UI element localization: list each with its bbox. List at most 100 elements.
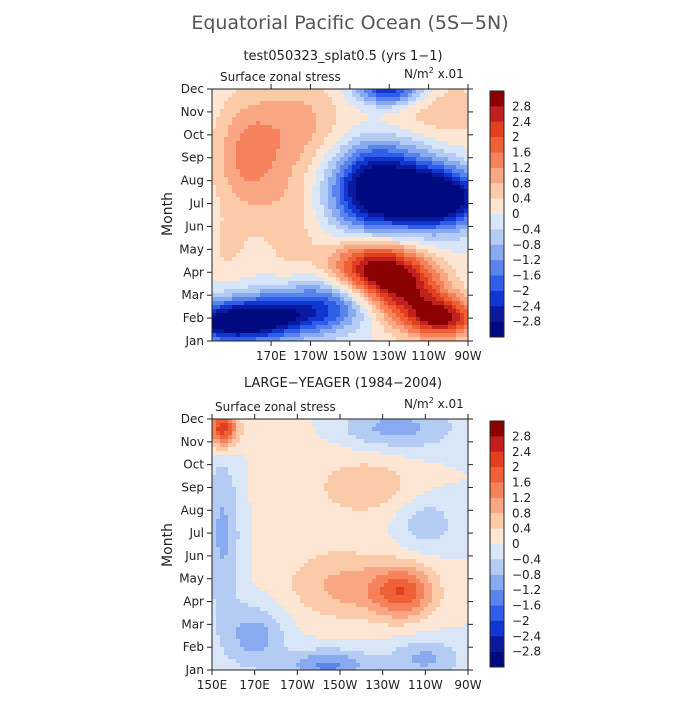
field-cell (416, 249, 420, 253)
field-cell (212, 129, 216, 133)
field-cell (332, 297, 336, 301)
field-cell (300, 297, 304, 301)
field-cell (324, 89, 328, 93)
field-cell (232, 221, 236, 225)
field-cell (276, 237, 280, 241)
panel-top-units: N/m2 x.01 (404, 66, 464, 81)
field-cell (340, 97, 344, 101)
field-cell (380, 149, 384, 153)
field-cell (216, 471, 220, 475)
field-cell (344, 261, 348, 265)
field-cell (408, 185, 412, 189)
field-cell (444, 439, 448, 443)
field-cell (360, 451, 364, 455)
field-cell (232, 317, 236, 321)
field-cell (220, 289, 224, 293)
field-cell (340, 93, 344, 97)
field-cell (424, 297, 428, 301)
field-cell (404, 141, 408, 145)
field-cell (244, 269, 248, 273)
field-cell (400, 217, 404, 221)
field-cell (380, 105, 384, 109)
field-cell (436, 467, 440, 471)
field-cell (224, 317, 228, 321)
field-cell (384, 105, 388, 109)
field-cell (228, 269, 232, 273)
field-cell (344, 89, 348, 93)
field-cell (420, 285, 424, 289)
field-cell (400, 257, 404, 261)
field-cell (348, 459, 352, 463)
field-cell (212, 173, 216, 177)
field-cell (284, 113, 288, 117)
field-cell (300, 459, 304, 463)
field-cell (340, 419, 344, 423)
field-cell (292, 317, 296, 321)
field-cell (368, 133, 372, 137)
field-cell (260, 93, 264, 97)
field-cell (216, 137, 220, 141)
field-cell (320, 193, 324, 197)
field-cell (240, 249, 244, 253)
field-cell (280, 165, 284, 169)
field-cell (220, 463, 224, 467)
field-cell (332, 241, 336, 245)
field-cell (412, 455, 416, 459)
field-cell (460, 189, 464, 193)
field-cell (312, 113, 316, 117)
field-cell (312, 313, 316, 317)
field-cell (444, 229, 448, 233)
field-cell (264, 229, 268, 233)
field-cell (276, 253, 280, 257)
field-cell (304, 137, 308, 141)
field-cell (272, 205, 276, 209)
field-cell (216, 189, 220, 193)
field-cell (388, 101, 392, 105)
field-cell (256, 121, 260, 125)
field-cell (448, 165, 452, 169)
field-cell (304, 301, 308, 305)
field-cell (440, 153, 444, 157)
field-cell (452, 125, 456, 129)
field-cell (444, 109, 448, 113)
field-cell (248, 321, 252, 325)
field-cell (448, 201, 452, 205)
field-cell (412, 141, 416, 145)
field-cell (428, 125, 432, 129)
field-cell (428, 101, 432, 105)
field-cell (308, 221, 312, 225)
field-cell (268, 305, 272, 309)
field-cell (456, 273, 460, 277)
field-cell (356, 297, 360, 301)
field-cell (408, 133, 412, 137)
field-cell (244, 89, 248, 93)
field-cell (240, 241, 244, 245)
field-cell (384, 237, 388, 241)
field-cell (368, 161, 372, 165)
field-cell (452, 233, 456, 237)
field-cell (224, 169, 228, 173)
field-cell (332, 129, 336, 133)
field-cell (456, 181, 460, 185)
field-cell (376, 431, 380, 435)
field-cell (224, 265, 228, 269)
field-cell (268, 427, 272, 431)
field-cell (268, 293, 272, 297)
field-cell (336, 289, 340, 293)
field-cell (252, 237, 256, 241)
field-cell (408, 261, 412, 265)
field-cell (276, 257, 280, 261)
field-cell (288, 313, 292, 317)
field-cell (440, 117, 444, 121)
field-cell (304, 141, 308, 145)
field-cell (332, 439, 336, 443)
field-cell (224, 133, 228, 137)
field-cell (228, 419, 232, 423)
field-cell (264, 277, 268, 281)
field-cell (312, 419, 316, 423)
field-cell (304, 419, 308, 423)
field-cell (240, 329, 244, 333)
field-cell (404, 117, 408, 121)
field-cell (348, 439, 352, 443)
field-cell (276, 285, 280, 289)
